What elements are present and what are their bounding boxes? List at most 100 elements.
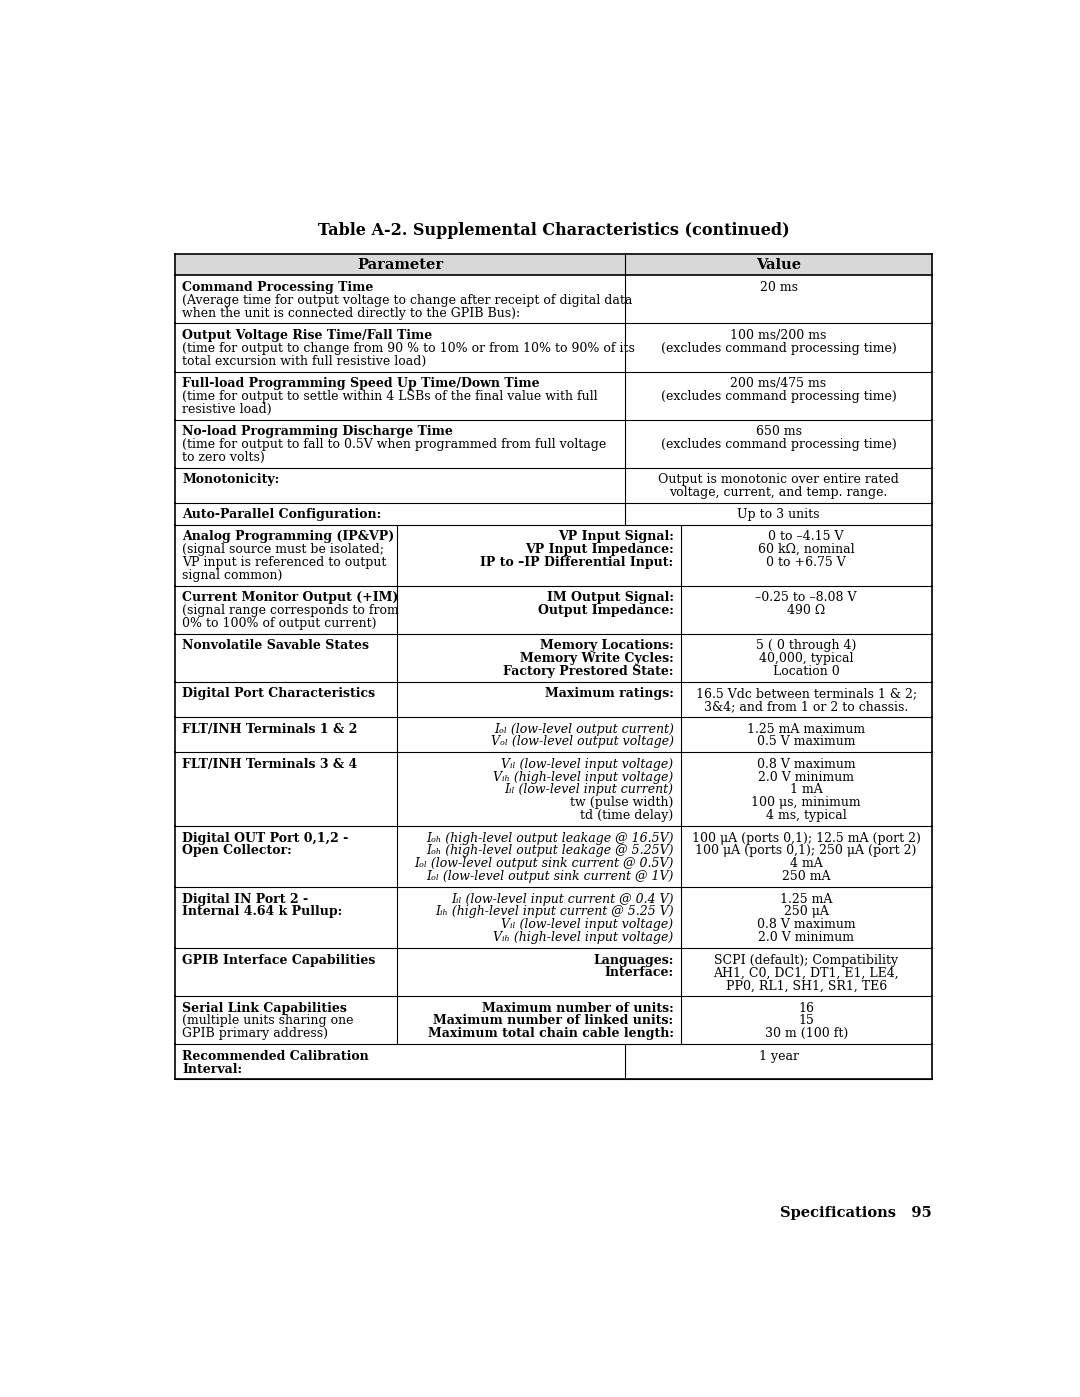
Text: No-load Programming Discharge Time: No-load Programming Discharge Time: [183, 425, 454, 439]
Text: Iₒₕ (high-level output leakage @ 5.25V): Iₒₕ (high-level output leakage @ 5.25V): [427, 844, 674, 858]
Text: tw (pulse width): tw (pulse width): [570, 796, 674, 809]
Text: 20 ms: 20 ms: [759, 281, 797, 293]
Text: Digital IN Port 2 -: Digital IN Port 2 -: [183, 893, 309, 905]
Text: VP input is referenced to output: VP input is referenced to output: [183, 556, 387, 569]
Text: total excursion with full resistive load): total excursion with full resistive load…: [183, 355, 427, 367]
Bar: [175, 254, 932, 275]
Text: (time for output to change from 90 % to 10% or from 10% to 90% of its: (time for output to change from 90 % to …: [183, 342, 635, 355]
Text: Up to 3 units: Up to 3 units: [738, 509, 820, 521]
Text: AH1, C0, DC1, DT1, E1, LE4,: AH1, C0, DC1, DT1, E1, LE4,: [713, 967, 899, 979]
Text: FLT/INH Terminals 3 & 4: FLT/INH Terminals 3 & 4: [183, 757, 357, 771]
Text: Serial Link Capabilities: Serial Link Capabilities: [183, 1002, 347, 1014]
Text: Languages:: Languages:: [593, 954, 674, 967]
Text: when the unit is connected directly to the GPIB Bus):: when the unit is connected directly to t…: [183, 307, 521, 320]
Text: Iₒₗ (low-level output sink current @ 1V): Iₒₗ (low-level output sink current @ 1V): [427, 870, 674, 883]
Text: Maximum ratings:: Maximum ratings:: [544, 687, 674, 700]
Text: 2.0 V minimum: 2.0 V minimum: [758, 932, 854, 944]
Text: VP Input Impedance:: VP Input Impedance:: [525, 543, 674, 556]
Text: Nonvolatile Savable States: Nonvolatile Savable States: [183, 640, 369, 652]
Text: (time for output to settle within 4 LSBs of the final value with full: (time for output to settle within 4 LSBs…: [183, 390, 598, 402]
Text: Output is monotonic over entire rated: Output is monotonic over entire rated: [658, 474, 899, 486]
Text: PP0, RL1, SH1, SR1, TE6: PP0, RL1, SH1, SR1, TE6: [726, 979, 887, 992]
Text: 4 ms, typical: 4 ms, typical: [766, 809, 847, 823]
Text: GPIB primary address): GPIB primary address): [183, 1027, 328, 1041]
Text: Digital OUT Port 0,1,2 -: Digital OUT Port 0,1,2 -: [183, 831, 349, 845]
Text: Memory Write Cycles:: Memory Write Cycles:: [519, 652, 674, 665]
Text: Iᵢₕ (high-level input current @ 5.25 V): Iᵢₕ (high-level input current @ 5.25 V): [435, 905, 674, 918]
Text: (signal source must be isolated;: (signal source must be isolated;: [183, 543, 384, 556]
Text: voltage, current, and temp. range.: voltage, current, and temp. range.: [670, 486, 888, 499]
Text: Vᵢₕ (high-level input voltage): Vᵢₕ (high-level input voltage): [494, 771, 674, 784]
Text: IP to –IP Differential Input:: IP to –IP Differential Input:: [481, 556, 674, 569]
Text: resistive load): resistive load): [183, 402, 272, 416]
Text: Iᵢₗ (low-level input current @ 0.4 V): Iᵢₗ (low-level input current @ 0.4 V): [451, 893, 674, 905]
Text: 40,000, typical: 40,000, typical: [759, 652, 853, 665]
Text: Current Monitor Output (+IM): Current Monitor Output (+IM): [183, 591, 399, 605]
Text: Maximum number of linked units:: Maximum number of linked units:: [433, 1014, 674, 1027]
Text: Command Processing Time: Command Processing Time: [183, 281, 374, 293]
Text: 16.5 Vdc between terminals 1 & 2;: 16.5 Vdc between terminals 1 & 2;: [696, 687, 917, 700]
Text: Analog Programming (IP&VP): Analog Programming (IP&VP): [183, 531, 394, 543]
Text: 100 μA (ports 0,1); 12.5 mA (port 2): 100 μA (ports 0,1); 12.5 mA (port 2): [691, 831, 920, 845]
Text: 16: 16: [798, 1002, 814, 1014]
Text: 1.25 mA: 1.25 mA: [780, 893, 833, 905]
Text: Output Impedance:: Output Impedance:: [538, 605, 674, 617]
Text: Table A-2. Supplemental Characteristics (continued): Table A-2. Supplemental Characteristics …: [318, 222, 789, 239]
Text: Vᵢₗ (low-level input voltage): Vᵢₗ (low-level input voltage): [501, 918, 674, 932]
Text: Iₒₕ (high-level output leakage @ 16.5V): Iₒₕ (high-level output leakage @ 16.5V): [427, 831, 674, 845]
Text: –0.25 to –8.08 V: –0.25 to –8.08 V: [755, 591, 856, 605]
Text: 100 μA (ports 0,1); 250 μA (port 2): 100 μA (ports 0,1); 250 μA (port 2): [696, 844, 917, 858]
Text: Specifications   95: Specifications 95: [780, 1206, 932, 1220]
Text: 60 kΩ, nominal: 60 kΩ, nominal: [758, 543, 854, 556]
Text: td (time delay): td (time delay): [580, 809, 674, 823]
Text: 30 m (100 ft): 30 m (100 ft): [765, 1027, 848, 1041]
Text: Monotonicity:: Monotonicity:: [183, 474, 280, 486]
Text: Vᵢₕ (high-level input voltage): Vᵢₕ (high-level input voltage): [494, 932, 674, 944]
Text: FLT/INH Terminals 1 & 2: FLT/INH Terminals 1 & 2: [183, 722, 357, 735]
Text: Interface:: Interface:: [605, 967, 674, 979]
Text: (time for output to fall to 0.5V when programmed from full voltage: (time for output to fall to 0.5V when pr…: [183, 437, 607, 451]
Text: 15: 15: [798, 1014, 814, 1027]
Text: Iᵢₗ (low-level input current): Iᵢₗ (low-level input current): [504, 784, 674, 796]
Text: (excludes command processing time): (excludes command processing time): [661, 390, 896, 402]
Text: 0.8 V maximum: 0.8 V maximum: [757, 918, 855, 932]
Text: Iₒₗ (low-level output sink current @ 0.5V): Iₒₗ (low-level output sink current @ 0.5…: [415, 858, 674, 870]
Text: Digital Port Characteristics: Digital Port Characteristics: [183, 687, 376, 700]
Text: (Average time for output voltage to change after receipt of digital data: (Average time for output voltage to chan…: [183, 293, 633, 307]
Text: Memory Locations:: Memory Locations:: [540, 640, 674, 652]
Text: Recommended Calibration: Recommended Calibration: [183, 1049, 369, 1063]
Text: Iₒₗ (low-level output current): Iₒₗ (low-level output current): [494, 722, 674, 735]
Text: Maximum number of units:: Maximum number of units:: [482, 1002, 674, 1014]
Text: Value: Value: [756, 257, 801, 271]
Text: Auto-Parallel Configuration:: Auto-Parallel Configuration:: [183, 509, 381, 521]
Text: Maximum total chain cable length:: Maximum total chain cable length:: [428, 1027, 674, 1041]
Text: 250 mA: 250 mA: [782, 870, 831, 883]
Text: 0% to 100% of output current): 0% to 100% of output current): [183, 617, 377, 630]
Text: (excludes command processing time): (excludes command processing time): [661, 342, 896, 355]
Text: signal common): signal common): [183, 569, 283, 583]
Text: 3&4; and from 1 or 2 to chassis.: 3&4; and from 1 or 2 to chassis.: [704, 700, 908, 714]
Text: (excludes command processing time): (excludes command processing time): [661, 437, 896, 451]
Text: 0.8 V maximum: 0.8 V maximum: [757, 757, 855, 771]
Text: 5 ( 0 through 4): 5 ( 0 through 4): [756, 640, 856, 652]
Text: Vᵢₗ (low-level input voltage): Vᵢₗ (low-level input voltage): [501, 757, 674, 771]
Text: Location 0: Location 0: [773, 665, 839, 678]
Text: 1.25 mA maximum: 1.25 mA maximum: [747, 722, 865, 735]
Text: to zero volts): to zero volts): [183, 451, 265, 464]
Text: 1 year: 1 year: [758, 1049, 798, 1063]
Text: Factory Prestored State:: Factory Prestored State:: [503, 665, 674, 678]
Text: Open Collector:: Open Collector:: [183, 844, 292, 858]
Text: 0 to +6.75 V: 0 to +6.75 V: [767, 556, 846, 569]
Text: SCPI (default); Compatibility: SCPI (default); Compatibility: [714, 954, 899, 967]
Text: Full-load Programming Speed Up Time/Down Time: Full-load Programming Speed Up Time/Down…: [183, 377, 540, 390]
Text: 490 Ω: 490 Ω: [787, 605, 825, 617]
Text: (multiple units sharing one: (multiple units sharing one: [183, 1014, 354, 1027]
Text: 200 ms/475 ms: 200 ms/475 ms: [730, 377, 826, 390]
Text: 0 to –4.15 V: 0 to –4.15 V: [768, 531, 843, 543]
Text: 250 μA: 250 μA: [784, 905, 828, 918]
Text: Output Voltage Rise Time/Fall Time: Output Voltage Rise Time/Fall Time: [183, 328, 432, 342]
Text: Vₒₗ (low-level output voltage): Vₒₗ (low-level output voltage): [490, 735, 674, 749]
Text: 0.5 V maximum: 0.5 V maximum: [757, 735, 855, 749]
Text: 100 μs, minimum: 100 μs, minimum: [752, 796, 861, 809]
Text: VP Input Signal:: VP Input Signal:: [557, 531, 674, 543]
